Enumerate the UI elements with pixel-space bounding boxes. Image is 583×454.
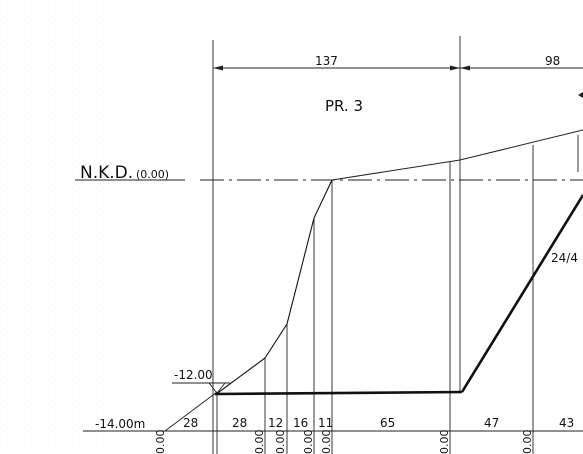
bottom-dimension: 11 [318, 416, 333, 430]
bottom-dimension: 28 [183, 416, 198, 430]
bottom-dimensions: 28 28 12 16 11 65 47 43 [183, 416, 574, 430]
bottom-zero-labels: 0.00 0.00 0.00 0.00 0.00 0.00 0.00 [154, 430, 534, 454]
zero-level-label: 0.00 [438, 430, 451, 454]
bottom-dimension: 43 [559, 416, 574, 430]
zero-level-label: 0.00 [320, 430, 333, 454]
reference-level-value: (0.00) [136, 168, 169, 181]
top-dimension: 137 [315, 54, 338, 68]
bottom-dimension: 47 [484, 416, 499, 430]
zero-level-label: 0.00 [253, 430, 266, 454]
bottom-dimension: 16 [293, 416, 308, 430]
reference-level-label: N.K.D. [80, 163, 133, 183]
terrain-line [331, 129, 583, 181]
paper-texture [0, 0, 120, 454]
bottom-slope-line [164, 391, 218, 432]
bottom-dimension: 12 [268, 416, 283, 430]
level-mid-label: -12.00 [174, 368, 213, 382]
vertical-guides [212, 36, 579, 454]
zero-level-label: 0.00 [302, 430, 315, 454]
side-slope-label: 24/4 [551, 251, 578, 265]
profile-label: PR. 3 [325, 97, 363, 115]
bottom-dimension: 65 [380, 416, 395, 430]
level-bottom-label: -14.00m [95, 417, 145, 431]
level-triangle-icon [208, 382, 226, 394]
zero-level-label: 0.00 [521, 430, 534, 454]
top-dimension-line [213, 65, 583, 71]
arrow-mark [578, 92, 583, 98]
zero-level-label: 0.00 [154, 430, 167, 454]
zero-level-label: 0.00 [274, 430, 287, 454]
left-slope-profile [214, 179, 333, 396]
bottom-dimension: 28 [232, 416, 247, 430]
bottom-profile [214, 390, 463, 396]
right-slope-profile [460, 194, 583, 393]
top-dimension: 98 [545, 54, 560, 68]
